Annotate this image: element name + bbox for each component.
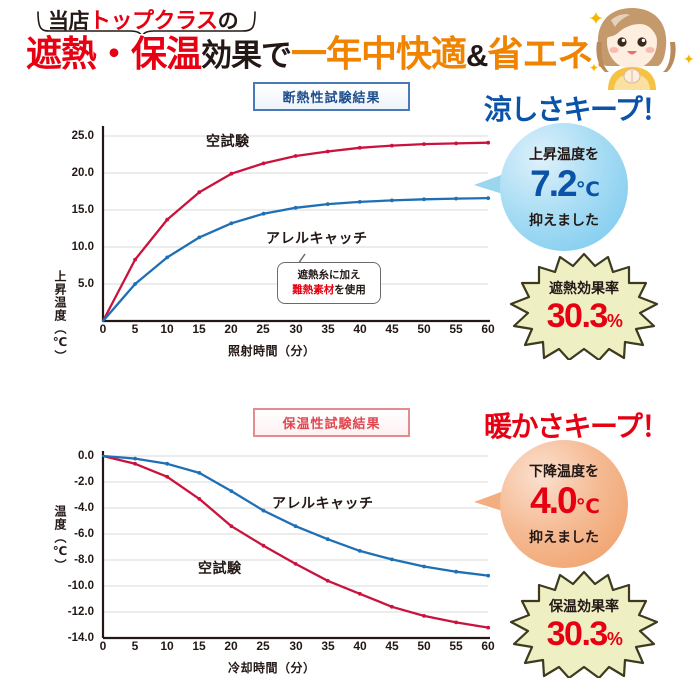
chart2-xtick: 60 xyxy=(481,639,495,653)
cool-bubble-number: 7.2 xyxy=(530,163,577,204)
chart2-plot xyxy=(101,451,491,640)
warm-bubble-value: 4.0℃ xyxy=(530,480,600,527)
chart2-ytick: -12.0 xyxy=(67,606,94,618)
chart1-note-callout: 遮熱糸に加え 難熱素材を使用 xyxy=(277,262,381,304)
chart1-xtick: 0 xyxy=(99,322,107,336)
title-part-amp: & xyxy=(466,38,488,73)
header-brace-icon xyxy=(37,11,256,34)
chart2-xtick: 40 xyxy=(353,639,367,653)
chart2-series-label-blank: 空試験 xyxy=(198,560,242,576)
header-subtitle-highlight: トップクラス xyxy=(89,8,218,33)
title-part-shanetsu-hoon: 遮熱・保温 xyxy=(26,33,202,74)
warm-result-bubble: 下降温度を 4.0℃ 抑えました xyxy=(500,440,628,568)
chart1-xtick: 5 xyxy=(131,322,139,336)
chart2-x-axis-label: 冷却時間（分） xyxy=(228,661,316,675)
chart1-x-axis-label: 照射時間（分） xyxy=(228,344,316,358)
keep-cool-label: 涼しさキープ！ xyxy=(484,94,669,125)
title-part-kouka: 効果で xyxy=(201,38,292,73)
chart1-series-label-allercatch: アレルキャッチ xyxy=(266,230,368,246)
chart1-xtick: 50 xyxy=(417,322,431,336)
chart-insulation: 上昇温度（℃） 25.0 20.0 15.0 10.0 5.0 xyxy=(0,118,500,363)
chart1-series-label-blank: 空試験 xyxy=(206,133,250,149)
chart2-ytick: -14.0 xyxy=(67,632,94,644)
chart2-xtick: 15 xyxy=(192,639,206,653)
cool-bubble-unit: ℃ xyxy=(575,179,600,201)
smiling-woman-illustration xyxy=(596,8,676,90)
warm-bubble-unit: ℃ xyxy=(575,496,600,518)
chart2-xtick: 55 xyxy=(449,639,463,653)
chart2-xtick: 35 xyxy=(321,639,335,653)
badge-insulation-test: 断熱性試験結果 xyxy=(253,82,410,111)
chart1-xtick: 15 xyxy=(192,322,206,336)
chart2-xtick: 20 xyxy=(224,639,238,653)
header-subtitle-suffix: の xyxy=(217,10,239,33)
chart1-xtick: 30 xyxy=(289,322,303,336)
chart2-ytick: -6.0 xyxy=(74,528,94,540)
chart2-xtick: 50 xyxy=(417,639,431,653)
chart2-xtick: 45 xyxy=(385,639,399,653)
chart1-xtick: 40 xyxy=(353,322,367,336)
chart1-note-line2-highlight: 難熱素材 xyxy=(292,284,335,296)
chart1-xtick: 55 xyxy=(449,322,463,336)
chart1-xtick: 20 xyxy=(224,322,238,336)
chart1-ytick: 10.0 xyxy=(71,241,94,253)
cool-bubble-bottom-text: 抑えました xyxy=(529,212,599,228)
chart2-xtick: 0 xyxy=(99,639,107,653)
chart1-xtick: 25 xyxy=(256,322,270,336)
page-title: 遮熱・保温効果で一年中快適&省エネ！ xyxy=(26,32,628,78)
title-part-ichinenjuu: 一年中快適 xyxy=(291,33,467,74)
sparkle-icon: ✦ xyxy=(683,51,695,67)
chart1-ytick: 5.0 xyxy=(78,278,94,290)
chart2-ytick: -8.0 xyxy=(74,554,94,566)
warm-effect-burst-shape xyxy=(509,570,659,678)
chart1-ytick: 20.0 xyxy=(71,167,94,179)
chart2-y-axis-label: 温度（℃） xyxy=(53,505,67,572)
chart1-xtick: 35 xyxy=(321,322,335,336)
chart1-xtick: 45 xyxy=(385,322,399,336)
chart1-xtick: 60 xyxy=(481,322,495,336)
chart2-ytick: 0.0 xyxy=(78,450,94,462)
sparkle-icon: ✦ xyxy=(588,9,604,30)
badge-warmth-test: 保温性試験結果 xyxy=(253,408,410,437)
keep-warm-label: 暖かさキープ！ xyxy=(484,411,669,442)
chart1-y-axis-label: 上昇温度（℃） xyxy=(53,270,67,363)
header-subtitle: 当店トップクラスの xyxy=(48,3,239,35)
chart1-xtick: 10 xyxy=(160,322,174,336)
warm-bubble-bottom-text: 抑えました xyxy=(529,529,599,545)
chart1-plot xyxy=(101,126,491,323)
chart1-ytick: 15.0 xyxy=(71,204,94,216)
chart1-note-line1: 遮熱糸に加え xyxy=(297,269,361,281)
chart2-ytick: -4.0 xyxy=(74,502,94,514)
chart2-xtick: 30 xyxy=(289,639,303,653)
cool-result-bubble: 上昇温度を 7.2℃ 抑えました xyxy=(500,123,628,251)
chart-warmth: 温度（℃） 0.0 -2.0 -4.0 -6.0 -8.0 -10.0 -12.… xyxy=(0,443,500,688)
header-subtitle-prefix: 当店 xyxy=(48,10,90,33)
warm-bubble-top-text: 下降温度を xyxy=(529,463,599,479)
chart1-note-line2-rest: を使用 xyxy=(334,284,366,296)
chart2-ytick: -10.0 xyxy=(67,580,94,592)
chart2-xtick: 10 xyxy=(160,639,174,653)
chart2-xtick: 5 xyxy=(131,639,139,653)
warm-bubble-number: 4.0 xyxy=(530,480,577,521)
chart1-ytick: 25.0 xyxy=(71,130,94,142)
chart2-ytick: -2.0 xyxy=(74,476,94,488)
chart1-note-line2: 難熱素材を使用 xyxy=(292,283,366,298)
chart2-xtick: 25 xyxy=(256,639,270,653)
cool-effect-burst-shape xyxy=(509,252,659,360)
cool-bubble-value: 7.2℃ xyxy=(530,163,600,210)
cool-bubble-top-text: 上昇温度を xyxy=(529,146,599,162)
sparkle-icon: ✦ xyxy=(589,61,600,75)
chart2-series-label-allercatch: アレルキャッチ xyxy=(272,495,374,511)
